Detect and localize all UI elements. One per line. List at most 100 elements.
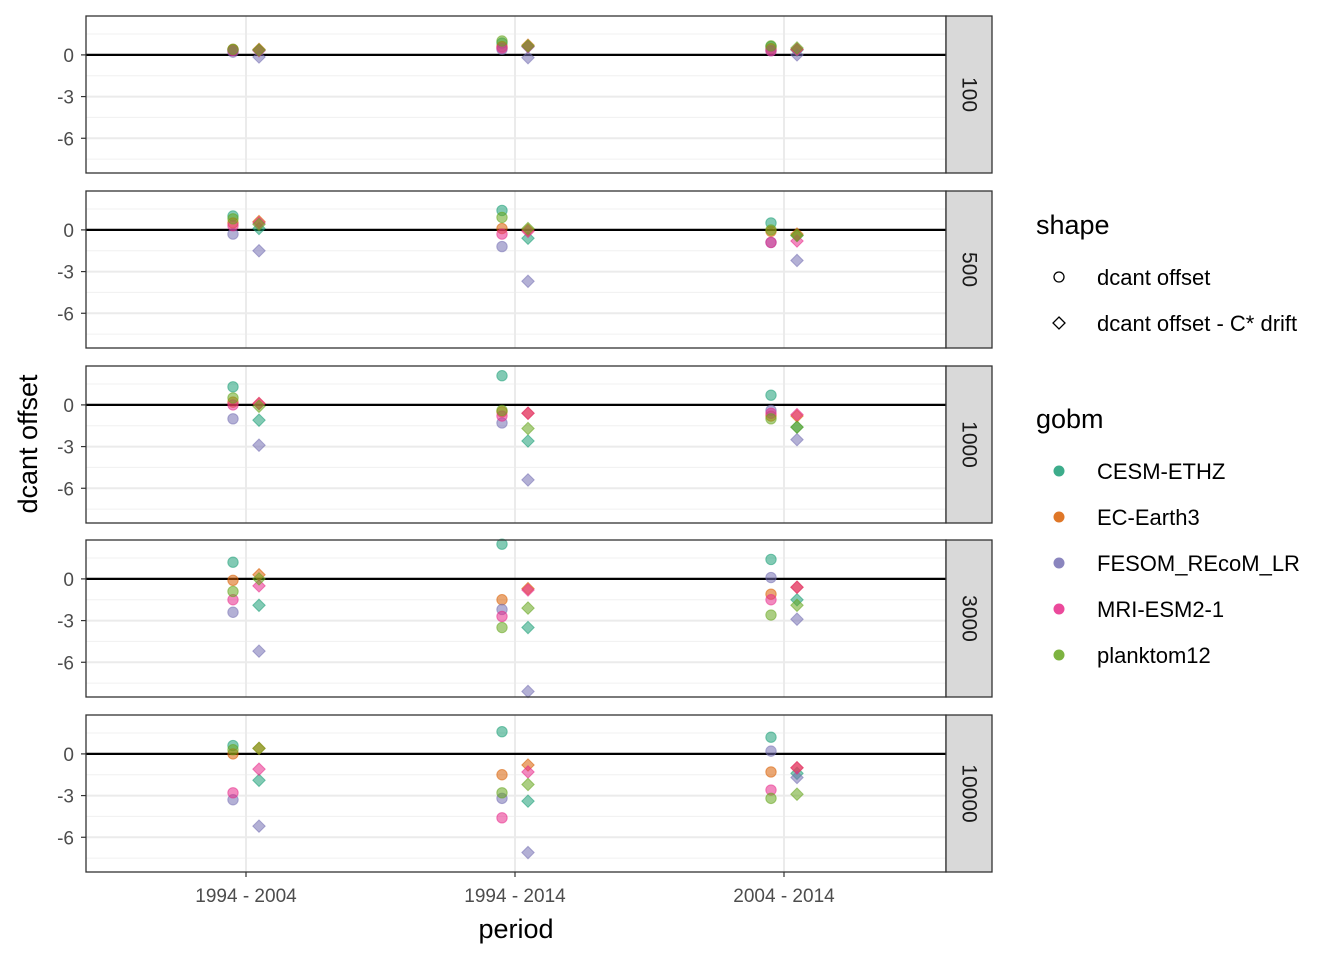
point-circle-CESM-ETHZ-0 — [227, 556, 239, 568]
point-diamond-FESOM_REcoM_LR-0 — [252, 644, 266, 659]
point-diamond-planktom12-0 — [252, 217, 266, 232]
facet-strip-label: 100 — [958, 77, 981, 112]
legend: shape dcant offset dcant offset - C* drift… — [1036, 210, 1300, 668]
facet-strip — [945, 15, 993, 174]
y-tick-label: 0 — [63, 221, 74, 242]
point-diamond-MRI-ESM2-1-0 — [252, 578, 266, 593]
legend-label-gobm: EC-Earth3 — [1097, 505, 1200, 530]
point-diamond-FESOM_REcoM_LR-2 — [790, 432, 804, 447]
point-diamond-planktom12-2 — [790, 41, 804, 55]
point-diamond-FESOM_REcoM_LR-1 — [521, 50, 535, 65]
point-circle-planktom12-0 — [227, 392, 239, 404]
facet-panel-10000: 0 -3 -6 10000 — [57, 714, 993, 873]
point-circle-planktom12-0 — [227, 585, 239, 598]
legend-label-shape: dcant offset - C* drift — [1097, 311, 1297, 336]
point-diamond-planktom12-0 — [252, 571, 266, 586]
point-diamond-FESOM_REcoM_LR-2 — [790, 253, 804, 268]
point-diamond-planktom12-1 — [521, 601, 535, 615]
legend-key-color — [1053, 557, 1065, 569]
facet-strip-label: 500 — [958, 252, 981, 287]
point-diamond-CESM-ETHZ-0 — [252, 413, 266, 428]
point-circle-MRI-ESM2-1-2 — [765, 236, 777, 249]
y-tick-label: -6 — [57, 479, 74, 500]
facet-panel-1000: 0 -3 -6 1000 — [57, 365, 993, 524]
point-diamond-CESM-ETHZ-1 — [521, 794, 535, 809]
point-circle-planktom12-2 — [765, 224, 777, 236]
legend-key-diamond — [1052, 316, 1066, 330]
point-circle-FESOM_REcoM_LR-2 — [765, 745, 777, 757]
point-circle-planktom12-1 — [496, 211, 508, 224]
legend-label-gobm: FESOM_REcoM_LR — [1097, 551, 1300, 576]
point-circle-planktom12-1 — [496, 404, 508, 417]
point-circle-MRI-ESM2-1-1 — [496, 610, 508, 623]
legend-label-gobm: planktom12 — [1097, 643, 1211, 668]
point-circle-CESM-ETHZ-1 — [496, 370, 508, 382]
point-diamond-FESOM_REcoM_LR-2 — [790, 770, 804, 785]
point-diamond-CESM-ETHZ-1 — [521, 620, 535, 635]
point-circle-planktom12-0 — [227, 213, 239, 225]
x-tick-label: 1994 - 2014 — [464, 886, 566, 907]
facet-panel-3000: 0 -3 -6 3000 — [57, 538, 993, 699]
point-circle-MRI-ESM2-1-0 — [227, 787, 239, 799]
point-circle-planktom12-2 — [765, 609, 777, 621]
y-tick-label: 0 — [63, 46, 74, 67]
y-tick-label: -3 — [57, 787, 74, 808]
point-circle-FESOM_REcoM_LR-1 — [496, 240, 508, 253]
facet-panel-500: 0 -3 -6 500 — [57, 190, 993, 349]
point-diamond-planktom12-1 — [521, 777, 535, 792]
legend-key-color — [1053, 511, 1065, 523]
point-diamond-planktom12-2 — [790, 598, 804, 613]
point-circle-FESOM_REcoM_LR-2 — [765, 571, 777, 584]
legend-title-shape: shape — [1036, 210, 1110, 240]
point-diamond-MRI-ESM2-1-2 — [790, 760, 804, 775]
point-diamond-MRI-ESM2-1-1 — [521, 583, 535, 597]
facet-strip-label: 10000 — [958, 764, 981, 822]
point-diamond-CESM-ETHZ-0 — [252, 773, 266, 788]
point-diamond-planktom12-0 — [252, 741, 266, 756]
point-circle-planktom12-2 — [765, 40, 777, 52]
point-circle-CESM-ETHZ-2 — [765, 553, 777, 566]
point-diamond-planktom12-2 — [790, 787, 804, 802]
point-diamond-planktom12-2 — [790, 228, 804, 243]
point-circle-MRI-ESM2-1-1 — [496, 812, 508, 824]
point-diamond-planktom12-2 — [790, 420, 804, 435]
point-diamond-planktom12-0 — [252, 43, 266, 57]
facet-strip — [945, 190, 993, 349]
point-circle-CESM-ETHZ-0 — [227, 381, 239, 393]
point-diamond-FESOM_REcoM_LR-0 — [252, 243, 266, 258]
x-axis-title: period — [478, 914, 553, 944]
y-tick-label: -6 — [57, 828, 74, 849]
legend-key-color — [1053, 465, 1065, 477]
x-tick-label: 2004 - 2014 — [733, 886, 835, 907]
y-tick-label: -6 — [57, 304, 74, 325]
point-circle-planktom12-1 — [496, 621, 508, 634]
point-diamond-FESOM_REcoM_LR-1 — [521, 845, 535, 860]
point-circle-FESOM_REcoM_LR-0 — [227, 413, 239, 425]
y-tick-label: -3 — [57, 263, 74, 284]
point-diamond-MRI-ESM2-1-0 — [252, 762, 266, 777]
point-circle-MRI-ESM2-1-2 — [765, 594, 777, 606]
legend-title-gobm: gobm — [1036, 404, 1104, 434]
facet-strip — [945, 539, 993, 698]
point-circle-FESOM_REcoM_LR-0 — [227, 606, 239, 618]
point-circle-planktom12-2 — [765, 792, 777, 805]
y-tick-label: 0 — [63, 570, 74, 591]
point-circle-CESM-ETHZ-1 — [496, 538, 508, 550]
point-diamond-planktom12-1 — [521, 221, 535, 236]
y-tick-label: -3 — [57, 438, 74, 459]
point-diamond-planktom12-0 — [252, 399, 266, 414]
legend-key-color — [1053, 649, 1065, 661]
legend-key-color — [1053, 603, 1065, 615]
point-diamond-MRI-ESM2-1-2 — [790, 580, 804, 595]
point-circle-EC-Earth3-2 — [765, 766, 777, 778]
point-diamond-FESOM_REcoM_LR-1 — [521, 473, 535, 487]
point-diamond-FESOM_REcoM_LR-0 — [252, 819, 266, 834]
legend-label-shape: dcant offset — [1097, 265, 1210, 290]
point-diamond-planktom12-1 — [521, 421, 535, 436]
legend-label-gobm: MRI-ESM2-1 — [1097, 597, 1224, 622]
x-tick-label: 1994 - 2004 — [195, 886, 297, 907]
facet-panels: 0-3-61000-3-65000-3-610000-3-630000-3-61… — [57, 15, 993, 873]
point-circle-planktom12-2 — [765, 413, 777, 425]
y-axis-title: dcant offset — [13, 374, 43, 514]
point-diamond-CESM-ETHZ-0 — [252, 598, 266, 613]
